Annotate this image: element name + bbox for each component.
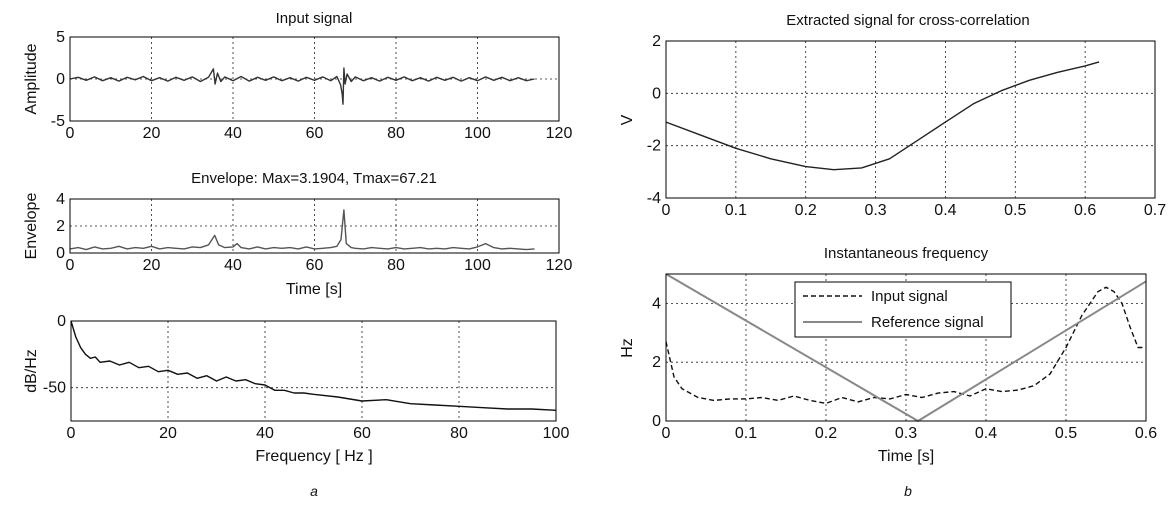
x-tick-label: 20 [159, 425, 177, 442]
grid [71, 321, 556, 421]
y-tick-label: -2 [647, 138, 661, 155]
input-signal-panel: Input signal 0 20 40 60 80 100 120-505 Amplitu… [23, 10, 572, 142]
tick-labels: 0 0.1 0.2 0.3 0.4 0.5 0.6 0 2 4 [652, 295, 1157, 442]
instantaneous-frequency-title: Instantaneous frequency [824, 245, 989, 262]
tick-labels: 0 20 40 60 80 100 120 0 2 4 [56, 191, 572, 274]
legend-label-input: Input signal [871, 288, 948, 305]
x-axis-label: Time [s] [286, 281, 342, 298]
y-tick-label: 2 [652, 33, 661, 50]
axes-frame [69, 36, 560, 122]
x-tick-label: 40 [224, 125, 242, 142]
y-axis-label: Amplitude [23, 43, 40, 114]
y-tick-label: 2 [652, 354, 661, 371]
x-tick-label: 100 [464, 257, 491, 274]
series-line [69, 67, 535, 105]
x-tick-label: 80 [450, 425, 468, 442]
y-tick-label: 0 [652, 413, 661, 430]
x-tick-label: 0.1 [725, 202, 747, 219]
extracted-signal-panel: Extracted signal for cross-correlation 0… [619, 12, 1166, 219]
envelope-panel: Envelope: Max=3.1904, Tmax=67.21 0 20 40 60… [23, 170, 572, 298]
series-line [70, 320, 557, 411]
x-tick-label: 60 [353, 425, 371, 442]
legend-box [794, 281, 1012, 338]
y-tick-label: 4 [56, 191, 65, 208]
x-tick-label: 60 [306, 257, 324, 274]
y-axis-label: dB/Hz [23, 349, 40, 393]
instantaneous-frequency-panel: Instantaneous frequency 0 0.1 0.2 0.3 0.4 0.5… [619, 245, 1157, 465]
input-signal-line [665, 286, 1146, 405]
x-tick-label: 0.7 [1144, 202, 1166, 219]
tick-labels: 0 0.1 0.2 0.3 0.4 0.5 0.6 0.7 -4 -2 0 2 [647, 33, 1166, 219]
axes-frame [665, 273, 1147, 422]
y-tick-label: 0 [652, 85, 661, 102]
x-tick-label: 60 [306, 125, 324, 142]
x-tick-label: 100 [464, 125, 491, 142]
x-tick-label: 0.2 [815, 425, 837, 442]
y-tick-label: -5 [51, 113, 65, 130]
extracted-series-line [665, 61, 1100, 171]
x-tick-label: 0 [66, 257, 75, 274]
x-tick-label: 0 [67, 425, 76, 442]
series-line [665, 61, 1100, 171]
grid [666, 41, 1155, 198]
x-tick-label: 0.1 [735, 425, 757, 442]
spectrum-series-line [70, 320, 557, 411]
y-axis-label: V [619, 114, 636, 125]
x-tick-label: 0 [662, 202, 671, 219]
y-tick-label: 0 [56, 245, 65, 262]
panel-label-a: a [310, 483, 318, 499]
x-tick-label: 80 [387, 125, 405, 142]
legend: Input signal Reference signal [794, 281, 1012, 338]
x-tick-label: 0.3 [895, 425, 917, 442]
spectrum-panel: 0 20 40 60 80 100 -50 0 dB/Hz Frequency [ Hz ] [23, 313, 569, 465]
y-axis-label: Hz [619, 338, 636, 358]
y-tick-label: 2 [56, 218, 65, 235]
x-tick-label: 0.2 [795, 202, 817, 219]
x-tick-label: 0 [66, 125, 75, 142]
tick-labels: 0 20 40 60 80 100 120-505 [51, 29, 573, 142]
x-tick-label: 0.5 [1055, 425, 1077, 442]
axes-frame [665, 40, 1156, 199]
x-axis-label: Frequency [ Hz ] [255, 448, 372, 465]
y-tick-label: 5 [56, 29, 65, 46]
y-axis-label: Envelope [23, 193, 40, 260]
axes-frame [69, 198, 560, 254]
x-tick-label: 20 [143, 257, 161, 274]
x-tick-label: 80 [387, 257, 405, 274]
x-tick-label: 100 [543, 425, 570, 442]
x-tick-label: 0.6 [1074, 202, 1096, 219]
x-axis-label: Time [s] [878, 448, 934, 465]
y-tick-label: 0 [56, 71, 65, 88]
series-line [69, 209, 535, 251]
envelope-title: Envelope: Max=3.1904, Tmax=67.21 [191, 170, 437, 187]
input-signal-title: Input signal [276, 10, 353, 27]
x-tick-label: 0.5 [1004, 202, 1026, 219]
x-tick-label: 0 [662, 425, 671, 442]
extracted-signal-title: Extracted signal for cross-correlation [786, 12, 1029, 29]
x-tick-label: 40 [256, 425, 274, 442]
panel-label-b: b [904, 483, 912, 499]
envelope-series-line [69, 209, 535, 251]
y-tick-label: 0 [57, 313, 66, 330]
x-tick-label: 0.4 [975, 425, 997, 442]
legend-label-reference: Reference signal [871, 314, 984, 331]
x-tick-label: 120 [546, 125, 573, 142]
grid [70, 37, 559, 121]
x-tick-label: 120 [546, 257, 573, 274]
y-tick-label: -50 [43, 380, 66, 397]
x-tick-label: 0.3 [864, 202, 886, 219]
grid [70, 199, 559, 253]
x-tick-label: 0.4 [934, 202, 956, 219]
axes-frame [70, 320, 557, 422]
y-tick-label: 4 [652, 295, 661, 312]
x-tick-label: 40 [224, 257, 242, 274]
input-series-line [69, 67, 535, 105]
y-tick-label: -4 [647, 190, 661, 207]
x-tick-label: 0.6 [1135, 425, 1157, 442]
tick-labels: 0 20 40 60 80 100 -50 0 [43, 313, 570, 442]
x-tick-label: 20 [143, 125, 161, 142]
